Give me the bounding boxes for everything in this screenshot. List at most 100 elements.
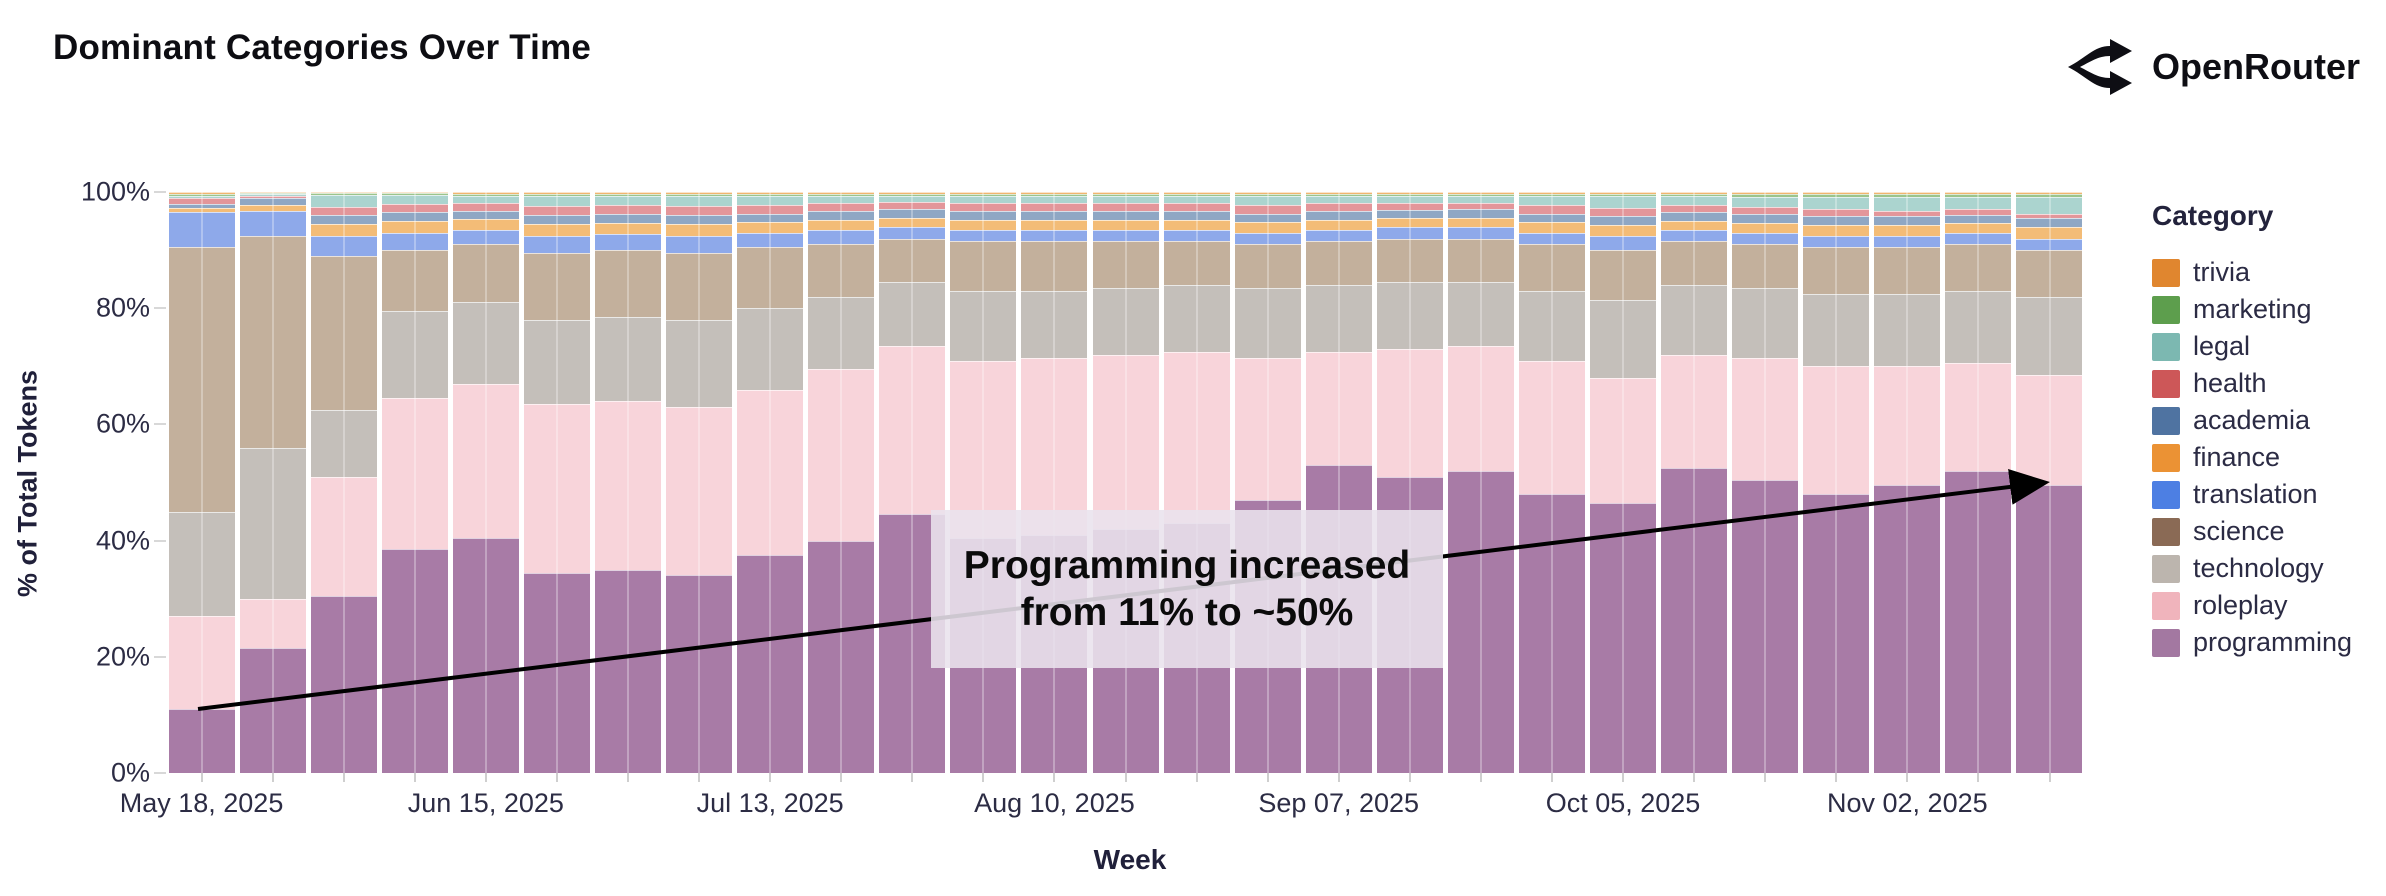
- gridline-v: [1266, 192, 1269, 773]
- bar-segment-finance: [1661, 220, 1728, 230]
- bar-segment-health: [168, 197, 235, 204]
- legend-item-technology[interactable]: technology: [2152, 550, 2382, 587]
- plot-area: [166, 192, 2085, 782]
- legend-item-finance[interactable]: finance: [2152, 439, 2382, 476]
- bar-segment-academia: [1661, 211, 1728, 221]
- bar-segment-translation: [879, 226, 946, 239]
- bar-segment-academia: [523, 214, 590, 225]
- bar-segment-science: [1803, 247, 1870, 294]
- bar-segment-legal: [1305, 195, 1372, 204]
- bar-segment-translation: [1661, 229, 1728, 242]
- bar-segment-legal: [310, 195, 377, 207]
- x-tick: [271, 773, 274, 782]
- bar-segment-technology: [737, 308, 804, 390]
- bar-segment-marketing: [1661, 193, 1728, 197]
- legend-item-marketing[interactable]: marketing: [2152, 291, 2382, 328]
- legend-label: translation: [2193, 479, 2318, 509]
- bar-segment-technology: [1163, 285, 1230, 352]
- bar-segment-health: [1163, 203, 1230, 212]
- x-tick: [484, 773, 487, 782]
- bar-segment-academia: [1163, 211, 1230, 220]
- bar-segment-translation: [737, 232, 804, 248]
- annotation-line-1: Programming increased: [963, 544, 1411, 587]
- x-tick: [840, 773, 843, 782]
- bar-segment-legal: [950, 195, 1017, 204]
- bar-segment-finance: [1590, 225, 1657, 236]
- legend-item-trivia[interactable]: trivia: [2152, 254, 2382, 291]
- legend-item-academia[interactable]: academia: [2152, 402, 2382, 439]
- bar-segment-roleplay: [1447, 345, 1514, 471]
- openrouter-logo-icon: [2066, 38, 2138, 96]
- bar-segment-finance: [2016, 226, 2083, 239]
- bar-segment-trivia: [1305, 192, 1372, 194]
- bar-segment-academia: [1447, 209, 1514, 218]
- bar-segment-science: [2016, 250, 2083, 297]
- x-tick: [911, 773, 914, 782]
- legend-item-translation[interactable]: translation: [2152, 476, 2382, 513]
- bar-segment-finance: [950, 219, 1017, 230]
- bar-segment-health: [452, 202, 519, 212]
- bar-segment-trivia: [879, 192, 946, 194]
- y-tick: [154, 539, 166, 542]
- bar-segment-technology: [594, 316, 661, 402]
- y-tick-label: 60%: [95, 408, 150, 439]
- bar-segment-finance: [452, 219, 519, 230]
- legend-label: marketing: [2193, 294, 2312, 324]
- bar-segment-health: [737, 204, 804, 214]
- gridline-v: [1622, 192, 1624, 773]
- bar-segment-health: [666, 206, 733, 215]
- bar-segment-technology: [1590, 299, 1657, 378]
- bar-segment-science: [666, 253, 733, 320]
- bar-segment-marketing: [239, 193, 306, 195]
- gridline-v: [484, 192, 487, 773]
- bar-segment-finance: [1874, 225, 1941, 236]
- bar-segment-translation: [594, 233, 661, 251]
- bar-segment-technology: [381, 311, 448, 399]
- bar-segment-translation: [950, 229, 1017, 242]
- x-tick: [200, 773, 203, 782]
- x-tick: [1479, 773, 1482, 782]
- legend-label: science: [2193, 516, 2285, 546]
- bar-segment-health: [1092, 203, 1159, 212]
- bar-segment-trivia: [808, 192, 875, 194]
- x-tick: [1906, 773, 1909, 782]
- bar-segment-academia: [1021, 211, 1088, 220]
- bar-segment-academia: [381, 212, 448, 222]
- bar-segment-trivia: [381, 192, 448, 194]
- x-tick-label: May 18, 2025: [119, 788, 284, 818]
- gridline-v: [1835, 192, 1838, 773]
- bar-segment-legal: [1518, 196, 1585, 206]
- bar-segment-translation: [1376, 226, 1443, 239]
- y-tick-label: 80%: [95, 292, 150, 323]
- legend-item-science[interactable]: science: [2152, 513, 2382, 550]
- bar-segment-technology: [1234, 287, 1301, 358]
- gridline-v: [342, 192, 345, 773]
- gridline-v: [769, 192, 772, 773]
- legend-item-health[interactable]: health: [2152, 365, 2382, 402]
- bar-segment-technology: [2016, 296, 2083, 376]
- bar-segment-translation: [808, 229, 875, 245]
- bar-segment-health: [1518, 205, 1585, 214]
- bar-segment-technology: [523, 319, 590, 405]
- bar-segment-marketing: [808, 193, 875, 196]
- bar-segment-science: [1945, 244, 2012, 291]
- legend-item-roleplay[interactable]: roleplay: [2152, 587, 2382, 624]
- bar-segment-trivia: [1661, 192, 1728, 194]
- bar-segment-technology: [1874, 293, 1941, 367]
- bar-segment-trivia: [310, 192, 377, 194]
- bar-segment-marketing: [666, 193, 733, 196]
- gridline-v: [2048, 192, 2051, 773]
- bar-segment-translation: [1874, 235, 1941, 248]
- gridline-v: [1195, 192, 1198, 773]
- bar-segment-academia: [1874, 216, 1941, 226]
- bar-segment-legal: [1092, 195, 1159, 204]
- bar-segment-technology: [1661, 284, 1728, 355]
- bar-segment-marketing: [1732, 193, 1799, 197]
- bar-segment-marketing: [1447, 193, 1514, 196]
- x-tick: [769, 773, 772, 782]
- bar-segment-roleplay: [1661, 354, 1728, 468]
- bar-segment-finance: [523, 224, 590, 236]
- bar-segment-academia: [950, 211, 1017, 220]
- legend-item-legal[interactable]: legal: [2152, 328, 2382, 365]
- legend-item-programming[interactable]: programming: [2152, 624, 2382, 661]
